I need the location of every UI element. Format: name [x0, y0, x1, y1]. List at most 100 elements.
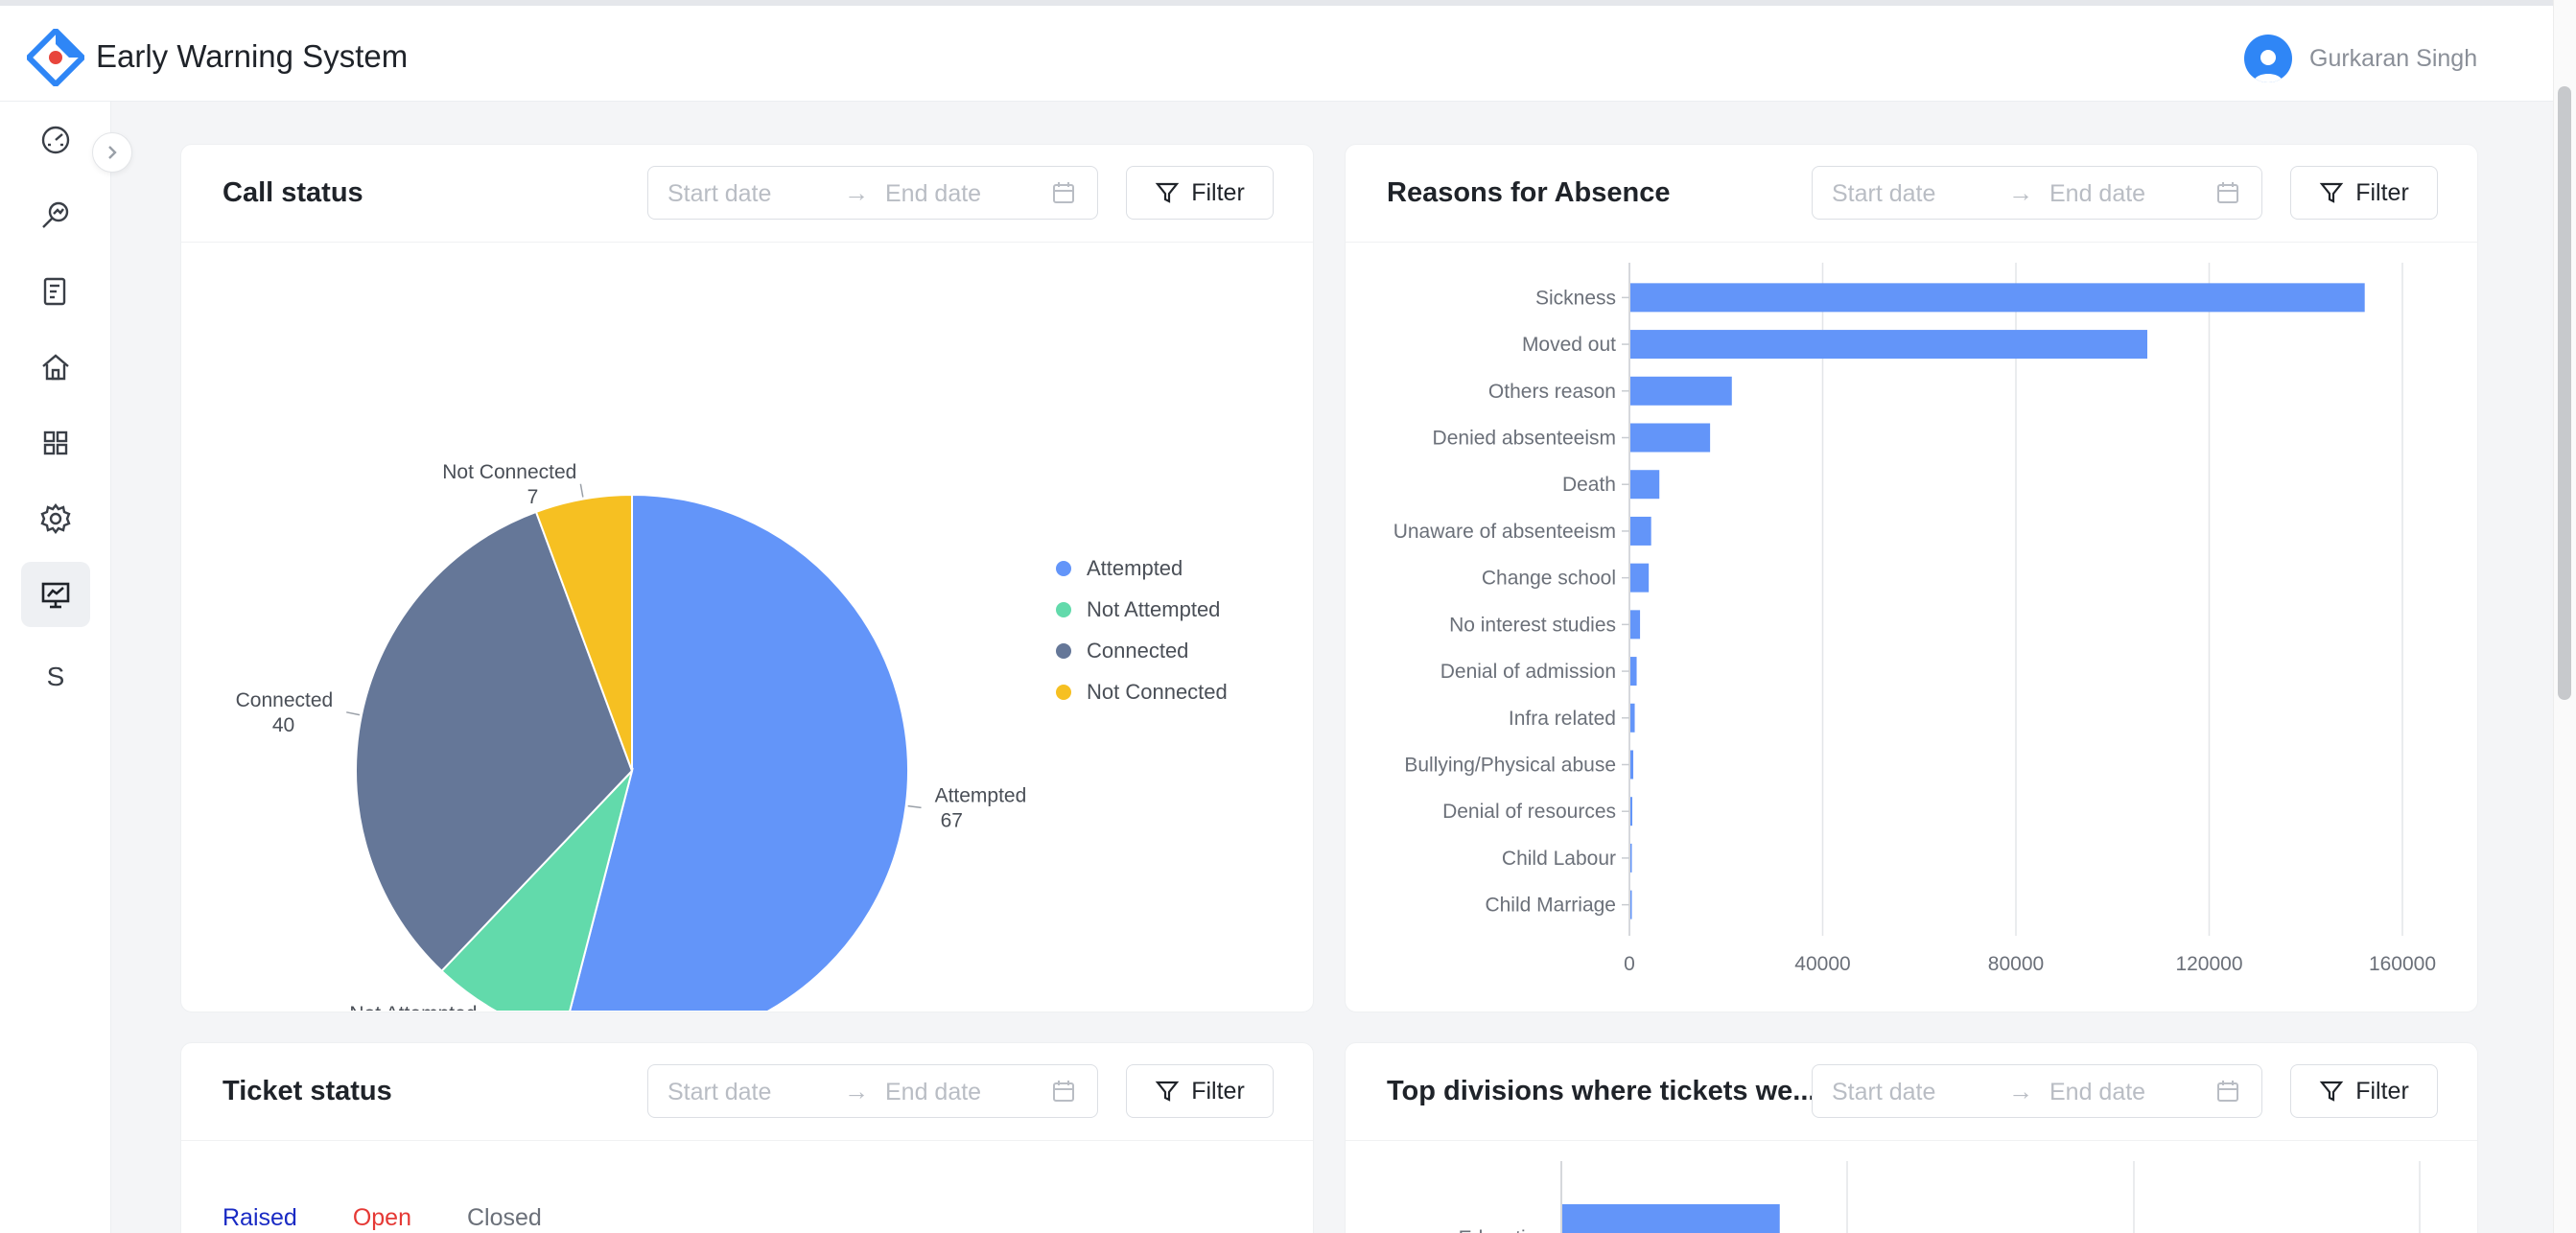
pie-label-leader	[346, 711, 361, 716]
sidebar-item-s[interactable]: S	[21, 644, 90, 710]
start-date-input[interactable]: Start date	[667, 180, 772, 207]
sidebar-item-settings[interactable]	[21, 486, 90, 551]
pie-label-value: 7	[527, 486, 539, 508]
pie-slice-not-connected[interactable]	[534, 493, 633, 772]
end-date-input[interactable]: End date	[885, 180, 982, 207]
user-menu[interactable]: Gurkaran Singh	[2244, 35, 2477, 82]
bar-moved-out[interactable]	[1630, 330, 2148, 360]
reasons-bar-chart: 0 40000 80000 120000 160000 Sickness Moved out…	[1393, 263, 2436, 975]
y-tick-label: Child Marriage	[1485, 895, 1616, 917]
user-icon	[2254, 50, 2283, 82]
arrow-right-icon: →	[844, 1077, 869, 1105]
bar-sickness[interactable]	[1630, 283, 2365, 313]
sidebar-item-analytics[interactable]	[21, 183, 90, 248]
pie-legend: Attempted Not Attempted Connected Not Co…	[1056, 547, 1228, 712]
date-range-picker[interactable]: Start date → End date	[1812, 166, 2262, 220]
filter-button[interactable]: Filter	[1126, 166, 1274, 220]
card-title: Call status	[222, 177, 363, 208]
sidebar-collapse-button[interactable]	[92, 132, 132, 173]
end-date-input[interactable]: End date	[2049, 1079, 2146, 1105]
legend-item-connected[interactable]: Connected	[1056, 630, 1228, 671]
pie-label-name: Attempted	[935, 784, 1027, 806]
pie-slice-not-attempted[interactable]	[440, 767, 634, 1011]
pie-label-leader	[907, 804, 922, 809]
date-range-picker[interactable]: Start date → End date	[1812, 1064, 2262, 1118]
pie-label-name: Connected	[236, 689, 334, 711]
legend-item-attempted[interactable]: Attempted	[1056, 547, 1228, 589]
sidebar-item-home[interactable]	[21, 335, 90, 400]
user-name: Gurkaran Singh	[2309, 44, 2478, 72]
scrollbar-thumb[interactable]	[2558, 86, 2571, 700]
letter-icon: S	[46, 662, 65, 691]
bar-unaware-of-absenteeism[interactable]	[1630, 516, 1651, 546]
pie-label-name: Not Attempted	[349, 1003, 477, 1011]
bar-death[interactable]	[1630, 470, 1660, 500]
end-date-input[interactable]: End date	[2049, 180, 2146, 207]
x-tick-label: 0	[1624, 953, 1635, 975]
start-date-input[interactable]: Start date	[1832, 180, 1936, 207]
pie-slice-attempted[interactable]	[563, 493, 909, 1011]
bar-child-labour[interactable]	[1630, 843, 1632, 872]
card-title: Ticket status	[222, 1076, 392, 1106]
y-tick-label: Sickness	[1535, 287, 1616, 309]
bar-denied-absenteeism[interactable]	[1630, 423, 1711, 453]
tab-open[interactable]: Open	[352, 1204, 411, 1231]
card-header: Ticket status Start date → End date Filt…	[181, 1043, 1313, 1141]
card-header: Call status Start date → End date Filter	[181, 145, 1313, 243]
calendar-icon	[2217, 182, 2238, 203]
start-date-input[interactable]: Start date	[667, 1079, 772, 1105]
bar-others-reason[interactable]	[1630, 376, 1732, 406]
legend-dot	[1056, 642, 1071, 659]
calendar-icon	[1053, 182, 1074, 203]
y-tick-label: Bullying/Physical abuse	[1404, 755, 1616, 777]
sidebar-item-apps[interactable]	[21, 410, 90, 476]
bar-education[interactable]	[1562, 1204, 1780, 1233]
bar-no-interest-studies[interactable]	[1630, 610, 1641, 640]
legend-item-not-connected[interactable]: Not Connected	[1056, 671, 1228, 712]
apps-grid-icon	[43, 430, 68, 455]
sidebar-item-presentation[interactable]	[21, 562, 90, 627]
filter-button[interactable]: Filter	[2290, 166, 2438, 220]
card-title: Top divisions where tickets we...	[1387, 1076, 1816, 1106]
y-tick-label: No interest studies	[1449, 614, 1616, 636]
legend-item-not-attempted[interactable]: Not Attempted	[1056, 589, 1228, 630]
tab-raised[interactable]: Raised	[222, 1204, 297, 1231]
bar-change-school[interactable]	[1630, 563, 1650, 593]
filter-button-label: Filter	[2355, 1077, 2409, 1105]
reasons-for-absence-card: Reasons for Absence Start date → End dat…	[1345, 144, 2478, 1012]
bar-infra-related[interactable]	[1630, 703, 1635, 733]
calendar-icon	[2217, 1081, 2238, 1102]
top-bar: Early Warning System Gurkaran Singh	[0, 0, 2553, 102]
bar-child-marriage[interactable]	[1630, 890, 1632, 919]
settings-gear-icon	[40, 503, 71, 534]
avatar[interactable]	[2244, 35, 2292, 82]
presentation-chart-icon	[41, 582, 70, 609]
tab-closed[interactable]: Closed	[467, 1204, 542, 1231]
y-tick-label: Child Labour	[1502, 848, 1616, 870]
search-analytics-icon	[42, 201, 69, 228]
arrow-right-icon: →	[844, 178, 869, 207]
sidebar-item-reports[interactable]	[21, 259, 90, 324]
y-tick-label: Denied absenteeism	[1433, 428, 1616, 450]
filter-button[interactable]: Filter	[1126, 1064, 1274, 1118]
pie-label-value: 67	[941, 809, 963, 831]
pie-slice-connected[interactable]	[355, 510, 634, 973]
card-header: Top divisions where tickets we... Start …	[1346, 1043, 2477, 1141]
filter-button[interactable]: Filter	[2290, 1064, 2438, 1118]
pie-label-name: Not Connected	[442, 461, 576, 483]
end-date-input[interactable]: End date	[885, 1079, 982, 1105]
legend-dot	[1056, 684, 1071, 700]
date-range-picker[interactable]: Start date → End date	[647, 166, 1098, 220]
date-range-picker[interactable]: Start date → End date	[647, 1064, 1098, 1118]
card-header: Reasons for Absence Start date → End dat…	[1346, 145, 2477, 243]
bar-bullying-physical-abuse[interactable]	[1630, 750, 1634, 779]
sidebar: S	[0, 102, 111, 1233]
bar-denial-of-admission[interactable]	[1630, 657, 1637, 686]
start-date-input[interactable]: Start date	[1832, 1079, 1936, 1105]
page-scrollbar[interactable]	[2553, 0, 2576, 1233]
y-tick-label: Moved out	[1522, 334, 1616, 356]
x-tick-label: 40000	[1794, 953, 1850, 975]
bar-denial-of-resources[interactable]	[1630, 797, 1633, 826]
filter-icon	[2319, 1081, 2344, 1102]
sidebar-item-dashboard[interactable]	[21, 107, 90, 173]
